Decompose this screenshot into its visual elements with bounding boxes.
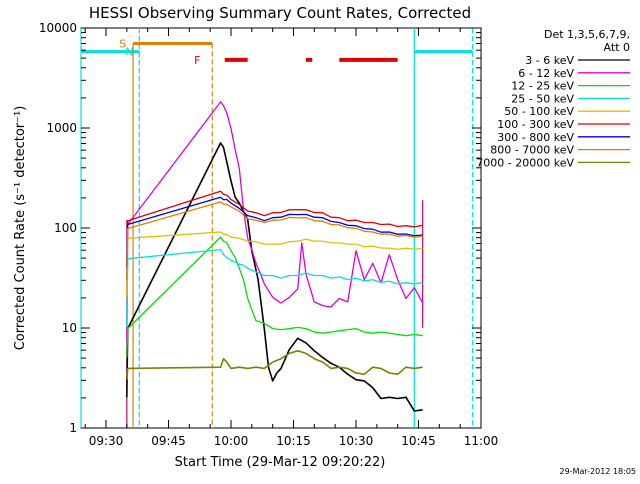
legend-label: 12 - 25 keV: [511, 80, 574, 93]
axis-layer: 09:30 09:45 10:00 10:15 10:30 10:45 11:00 1 10 10…: [39, 21, 498, 448]
series-line: [126, 248, 423, 328]
legend-label: 300 - 800 keV: [497, 131, 574, 144]
x-tick-label: 10:30: [339, 434, 374, 448]
y-tick-label: 1: [69, 421, 77, 435]
chart-title: HESSI Observing Summary Count Rates, Cor…: [89, 4, 471, 22]
series-layer: [126, 101, 424, 412]
series-line: [126, 196, 423, 268]
series-line: [126, 142, 423, 412]
legend-label: 800 - 7000 keV: [490, 144, 574, 157]
x-tick-label: 09:30: [89, 434, 124, 448]
series-line: [126, 190, 423, 268]
y-tick-label: 10000: [39, 21, 77, 35]
x-tick-label: 11:00: [464, 434, 499, 448]
legend-label: 7000 - 20000 keV: [476, 156, 574, 169]
legend-label: 50 - 100 keV: [504, 105, 574, 118]
x-tick-label: 10:00: [214, 434, 249, 448]
legend-label: 6 - 12 keV: [518, 67, 574, 80]
flag-marker-n: N: [125, 46, 133, 59]
series-line: [126, 201, 423, 280]
x-tick-label: 09:45: [151, 434, 186, 448]
footer-timestamp: 29-Mar-2012 18:05: [560, 467, 637, 476]
y-axis-label: Corrected Count Rate (s⁻¹ detector⁻¹): [13, 106, 28, 351]
y-tick-label: 1000: [46, 121, 77, 135]
x-axis-label: Start Time (29-Mar-12 09:20:22): [175, 455, 386, 470]
flag-marker-s: S: [119, 37, 126, 50]
series-line: [126, 236, 423, 358]
legend-title-line1: Det 1,3,5,6,7,9,: [544, 28, 630, 41]
flag-marker-f: F: [194, 54, 200, 67]
series-line: [126, 231, 423, 298]
legend-label: 3 - 6 keV: [525, 54, 574, 67]
legend-label: 100 - 300 keV: [497, 118, 574, 131]
y-tick-label: 100: [54, 221, 77, 235]
y-tick-label: 10: [62, 321, 77, 335]
legend-label: 25 - 50 keV: [511, 92, 574, 105]
x-tick-label: 10:15: [276, 434, 311, 448]
series-line: [126, 349, 423, 380]
legend-title-line2: Att 0: [604, 41, 630, 54]
series-line: [126, 101, 424, 358]
x-tick-label: 10:45: [401, 434, 436, 448]
